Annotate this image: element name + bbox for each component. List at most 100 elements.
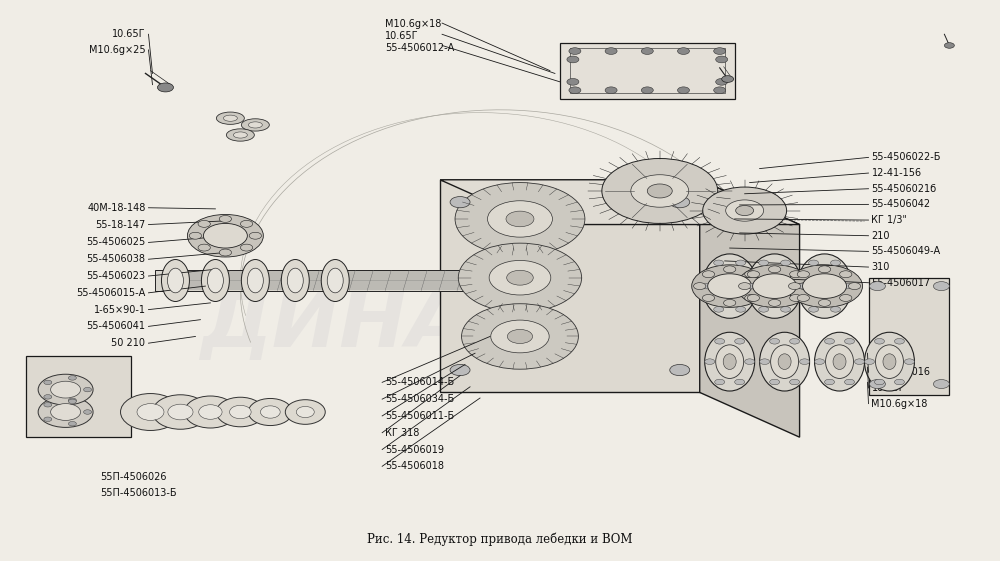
Circle shape [716,56,728,63]
Circle shape [809,260,819,265]
Ellipse shape [241,119,269,131]
Text: М10.6g×18: М10.6g×18 [385,19,442,29]
Circle shape [894,379,904,385]
Circle shape [840,271,852,278]
Circle shape [781,260,791,265]
Ellipse shape [737,265,813,307]
Ellipse shape [216,397,264,427]
Circle shape [848,283,861,289]
Circle shape [933,380,949,389]
Circle shape [567,79,579,85]
Text: 1-65×90-1: 1-65×90-1 [93,305,145,315]
Ellipse shape [771,345,799,379]
Ellipse shape [199,404,222,419]
Circle shape [933,282,949,291]
Bar [560,43,735,99]
Circle shape [745,359,755,365]
Ellipse shape [161,260,189,301]
Ellipse shape [167,268,183,293]
Ellipse shape [121,393,180,430]
Circle shape [831,306,841,312]
Text: 55-4506012-А: 55-4506012-А [385,43,454,53]
Text: 55-4506025: 55-4506025 [86,237,145,247]
Ellipse shape [631,174,689,207]
Ellipse shape [226,129,254,141]
Ellipse shape [797,254,852,318]
Circle shape [703,283,713,289]
Text: 55-4506015-А: 55-4506015-А [76,288,145,298]
Bar [440,180,700,393]
Text: 10.65Г: 10.65Г [112,29,145,39]
Ellipse shape [51,403,81,420]
Circle shape [745,271,757,278]
Circle shape [747,283,757,289]
Circle shape [84,388,92,392]
Circle shape [157,83,173,92]
Ellipse shape [462,304,578,369]
Ellipse shape [327,268,343,293]
Circle shape [797,295,810,301]
Circle shape [781,306,791,312]
Circle shape [792,283,802,289]
Circle shape [904,359,914,365]
Circle shape [768,266,781,273]
Ellipse shape [723,354,736,370]
Circle shape [874,379,884,385]
Circle shape [739,283,751,289]
Circle shape [818,300,831,306]
Circle shape [818,266,831,273]
Ellipse shape [803,274,847,298]
Circle shape [450,196,470,208]
Circle shape [842,283,852,289]
Circle shape [44,394,52,399]
Circle shape [788,283,801,289]
Ellipse shape [207,268,223,293]
Ellipse shape [152,395,208,429]
Circle shape [855,359,864,365]
Ellipse shape [203,223,247,248]
Circle shape [68,421,76,426]
Circle shape [736,260,746,265]
Circle shape [759,306,769,312]
Ellipse shape [692,265,768,307]
Text: 310: 310 [871,262,890,272]
Ellipse shape [875,345,903,379]
Circle shape [702,271,715,278]
Circle shape [894,338,904,344]
Circle shape [753,283,766,289]
Text: 55-4506042: 55-4506042 [871,199,931,209]
Circle shape [864,359,874,365]
Circle shape [198,244,210,251]
Circle shape [869,380,885,389]
Circle shape [745,295,757,301]
Circle shape [845,338,855,344]
Text: 55-4506049-А: 55-4506049-А [871,246,941,256]
Ellipse shape [38,374,93,405]
Circle shape [825,338,835,344]
Bar [145,407,320,416]
Circle shape [759,260,769,265]
Ellipse shape [507,270,533,285]
Ellipse shape [247,268,263,293]
Circle shape [240,244,253,251]
Circle shape [722,76,734,82]
Circle shape [724,300,736,306]
Ellipse shape [137,403,164,420]
Ellipse shape [184,396,236,428]
Circle shape [736,306,746,312]
Text: 55-4506041: 55-4506041 [86,321,145,332]
Circle shape [714,260,724,265]
Circle shape [798,283,811,289]
Ellipse shape [233,132,247,138]
Text: 55-4506023: 55-4506023 [86,271,145,281]
Text: КГ 1/3": КГ 1/3" [871,215,907,225]
Circle shape [714,306,724,312]
Circle shape [747,295,760,301]
Text: ДИНАМИКА6: ДИНАМИКА6 [200,286,800,364]
Text: 210: 210 [871,231,890,241]
Text: КГ 318: КГ 318 [385,427,420,438]
Polygon shape [440,180,800,224]
Circle shape [840,295,852,301]
Circle shape [219,249,232,256]
Circle shape [735,379,745,385]
